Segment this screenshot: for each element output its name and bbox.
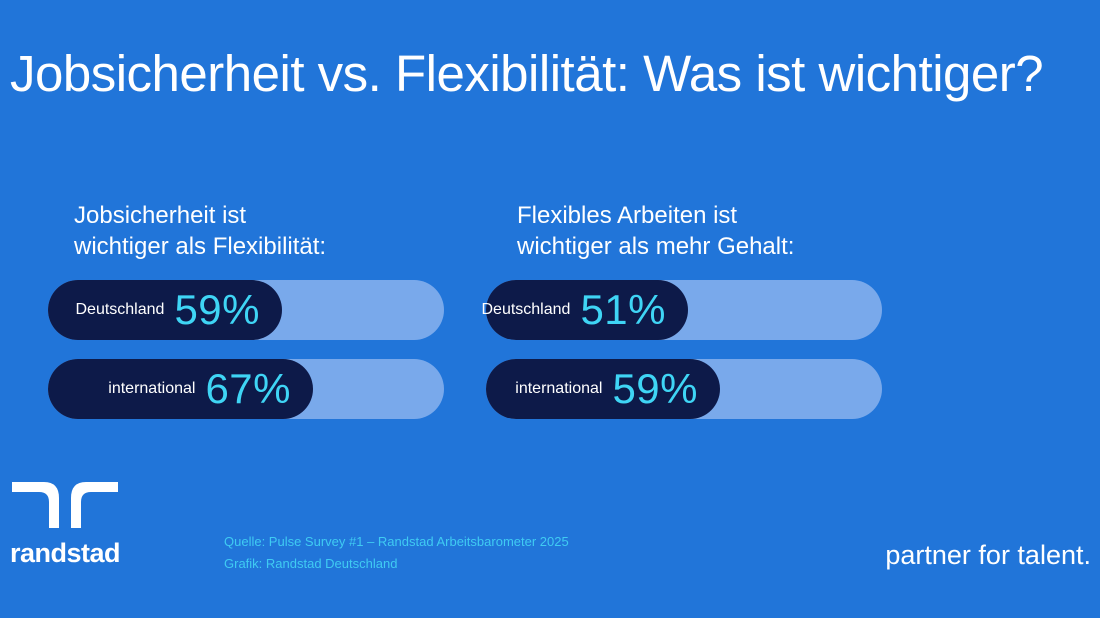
bar-fill: international 67% bbox=[48, 359, 313, 419]
page-title: Jobsicherheit vs. Flexibilität: Was ist … bbox=[10, 45, 1044, 102]
brand-name: randstad bbox=[10, 538, 121, 568]
tagline: partner for talent. bbox=[885, 540, 1091, 570]
bar-category-label: Deutschland bbox=[75, 301, 165, 318]
bar-row: Deutschland 59% bbox=[48, 280, 444, 340]
bar-row: Deutschland 51% bbox=[481, 280, 882, 340]
source-line: Quelle: Pulse Survey #1 – Randstad Arbei… bbox=[224, 534, 569, 549]
bar-value-label: 59% bbox=[174, 286, 260, 333]
bar-chart: Deutschland 51% international 59% bbox=[481, 280, 886, 419]
bar-category-label: international bbox=[108, 380, 196, 397]
bar-chart: Deutschland 59% international 67% bbox=[48, 280, 448, 419]
graphic-credit: Grafik: Randstad Deutschland bbox=[224, 556, 398, 571]
bar-value-label: 59% bbox=[612, 365, 698, 412]
bar-fill: Deutschland 59% bbox=[48, 280, 282, 340]
bar-value-label: 67% bbox=[205, 365, 291, 412]
bar-fill: Deutschland 51% bbox=[481, 280, 688, 340]
chart-title: Flexibles Arbeiten ist wichtiger als meh… bbox=[517, 202, 795, 260]
source-note: Quelle: Pulse Survey #1 – Randstad Arbei… bbox=[224, 531, 569, 575]
bar-value-label: 51% bbox=[580, 286, 666, 333]
bar-category-label: Deutschland bbox=[481, 301, 571, 318]
randstad-logo-icon bbox=[12, 482, 118, 528]
chart-title: Jobsicherheit ist wichtiger als Flexibil… bbox=[74, 202, 327, 260]
chart-panel-job-security: Jobsicherheit ist wichtiger als Flexibil… bbox=[48, 200, 448, 438]
bar-category-label: international bbox=[515, 380, 603, 397]
bar-row: international 59% bbox=[486, 359, 882, 419]
bar-row: international 67% bbox=[48, 359, 444, 419]
chart-panel-flexible-work: Flexibles Arbeiten ist wichtiger als meh… bbox=[481, 200, 886, 438]
bar-fill: international 59% bbox=[486, 359, 720, 419]
